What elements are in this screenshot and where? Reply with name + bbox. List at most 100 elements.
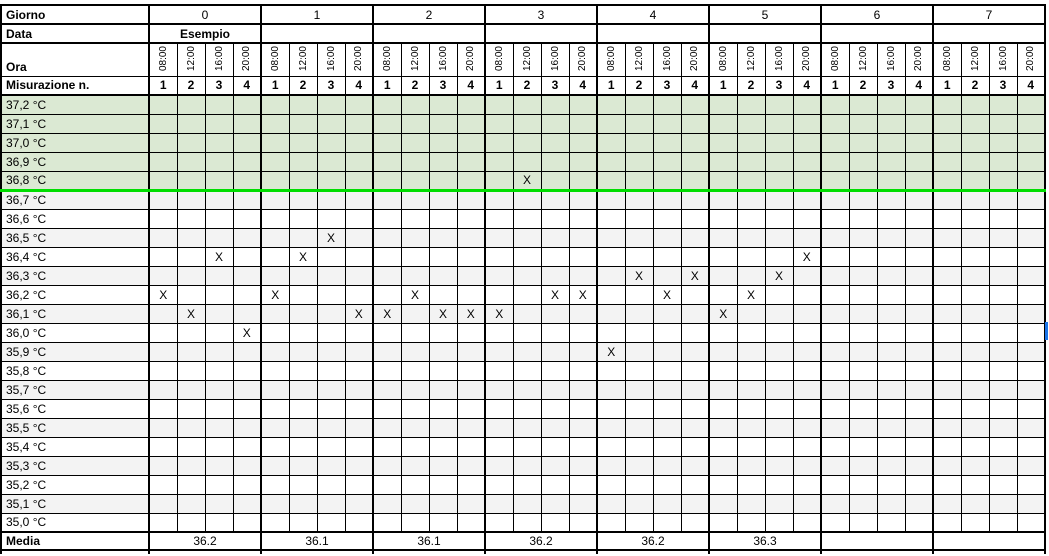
measure-cell[interactable] [876, 284, 906, 305]
measure-cell[interactable] [428, 417, 458, 438]
temperature-label[interactable]: 36,5 °C [0, 227, 150, 248]
measure-cell[interactable] [708, 265, 738, 286]
temperature-label[interactable]: 35,3 °C [0, 455, 150, 476]
measurement-number-cell[interactable]: 4 [1016, 75, 1046, 96]
measure-cell[interactable] [344, 170, 374, 192]
measure-cell[interactable] [400, 303, 430, 324]
measure-cell[interactable] [148, 170, 178, 192]
measure-cell[interactable] [260, 246, 290, 267]
measure-cell[interactable] [764, 246, 794, 267]
measure-cell[interactable] [876, 94, 906, 115]
time-cell[interactable]: 12:00 [960, 42, 990, 77]
measure-cell[interactable] [512, 265, 542, 286]
measure-cell[interactable] [204, 94, 234, 115]
measure-cell[interactable] [988, 303, 1018, 324]
measure-cell[interactable] [904, 512, 934, 533]
measure-cell[interactable] [204, 170, 234, 192]
measure-cell[interactable] [680, 151, 710, 172]
measure-cell[interactable] [288, 132, 318, 153]
measure-cell[interactable] [288, 113, 318, 134]
measure-cell[interactable] [288, 379, 318, 400]
measure-cell[interactable] [904, 132, 934, 153]
time-cell[interactable]: 12:00 [288, 42, 318, 77]
measure-cell[interactable] [708, 512, 738, 533]
measure-cell[interactable] [148, 436, 178, 457]
measure-cell[interactable] [316, 189, 346, 210]
measurement-number-cell[interactable]: 3 [428, 75, 458, 96]
date-cell[interactable] [484, 23, 598, 44]
measure-cell[interactable] [680, 398, 710, 419]
measure-cell[interactable] [316, 379, 346, 400]
measure-cell[interactable] [904, 417, 934, 438]
measure-cell[interactable] [232, 455, 262, 476]
measure-cell[interactable] [876, 227, 906, 248]
measure-cell[interactable] [876, 379, 906, 400]
measure-cell[interactable] [764, 512, 794, 533]
day-number-cell[interactable]: 3 [484, 4, 598, 25]
measure-cell[interactable] [680, 94, 710, 115]
measure-cell[interactable] [820, 151, 850, 172]
measure-cell[interactable] [204, 265, 234, 286]
measure-cell[interactable] [792, 227, 822, 248]
measure-cell[interactable] [820, 436, 850, 457]
measure-cell[interactable] [568, 265, 598, 286]
mark-cell[interactable]: X [540, 284, 570, 305]
measure-cell[interactable] [484, 94, 514, 115]
measure-cell[interactable] [736, 398, 766, 419]
measurement-number-cell[interactable]: 3 [764, 75, 794, 96]
mark-cell[interactable]: X [512, 170, 542, 192]
measure-cell[interactable] [232, 417, 262, 438]
measure-cell[interactable] [400, 474, 430, 495]
date-cell[interactable] [708, 23, 822, 44]
time-cell[interactable]: 20:00 [344, 42, 374, 77]
temperature-label[interactable]: 36,9 °C [0, 151, 150, 172]
measure-cell[interactable] [1016, 417, 1046, 438]
measure-cell[interactable] [680, 170, 710, 192]
measure-cell[interactable] [792, 113, 822, 134]
measure-cell[interactable] [764, 170, 794, 192]
measure-cell[interactable] [596, 170, 626, 192]
measure-cell[interactable] [904, 265, 934, 286]
measure-cell[interactable] [372, 246, 402, 267]
measure-cell[interactable] [988, 493, 1018, 514]
measure-cell[interactable] [960, 170, 990, 192]
measure-cell[interactable] [540, 189, 570, 210]
measure-cell[interactable] [680, 455, 710, 476]
measure-cell[interactable] [876, 455, 906, 476]
measure-cell[interactable] [988, 246, 1018, 267]
measure-cell[interactable] [540, 227, 570, 248]
measure-cell[interactable] [176, 341, 206, 362]
measure-cell[interactable] [512, 151, 542, 172]
media-value-cell[interactable] [820, 531, 934, 551]
measure-cell[interactable] [624, 322, 654, 343]
time-cell[interactable]: 16:00 [316, 42, 346, 77]
measure-cell[interactable] [820, 189, 850, 210]
measure-cell[interactable] [400, 246, 430, 267]
measure-cell[interactable] [428, 341, 458, 362]
measure-cell[interactable] [484, 227, 514, 248]
measure-cell[interactable] [708, 322, 738, 343]
time-cell[interactable]: 12:00 [512, 42, 542, 77]
measure-cell[interactable] [652, 455, 682, 476]
measure-cell[interactable] [176, 493, 206, 514]
measure-cell[interactable] [792, 341, 822, 362]
measure-cell[interactable] [1016, 132, 1046, 153]
measure-cell[interactable] [624, 170, 654, 192]
measure-cell[interactable] [820, 417, 850, 438]
measure-cell[interactable] [764, 132, 794, 153]
measure-cell[interactable] [512, 246, 542, 267]
measure-cell[interactable] [652, 303, 682, 324]
measure-cell[interactable] [820, 360, 850, 381]
measure-cell[interactable] [1016, 493, 1046, 514]
measurement-number-cell[interactable]: 1 [484, 75, 514, 96]
measure-cell[interactable] [736, 512, 766, 533]
measure-cell[interactable] [876, 417, 906, 438]
measure-cell[interactable] [820, 474, 850, 495]
measure-cell[interactable] [288, 94, 318, 115]
measure-cell[interactable] [540, 265, 570, 286]
temperature-label[interactable]: 36,3 °C [0, 265, 150, 286]
measure-cell[interactable] [372, 189, 402, 210]
measure-cell[interactable] [960, 398, 990, 419]
measure-cell[interactable] [960, 303, 990, 324]
measure-cell[interactable] [148, 360, 178, 381]
